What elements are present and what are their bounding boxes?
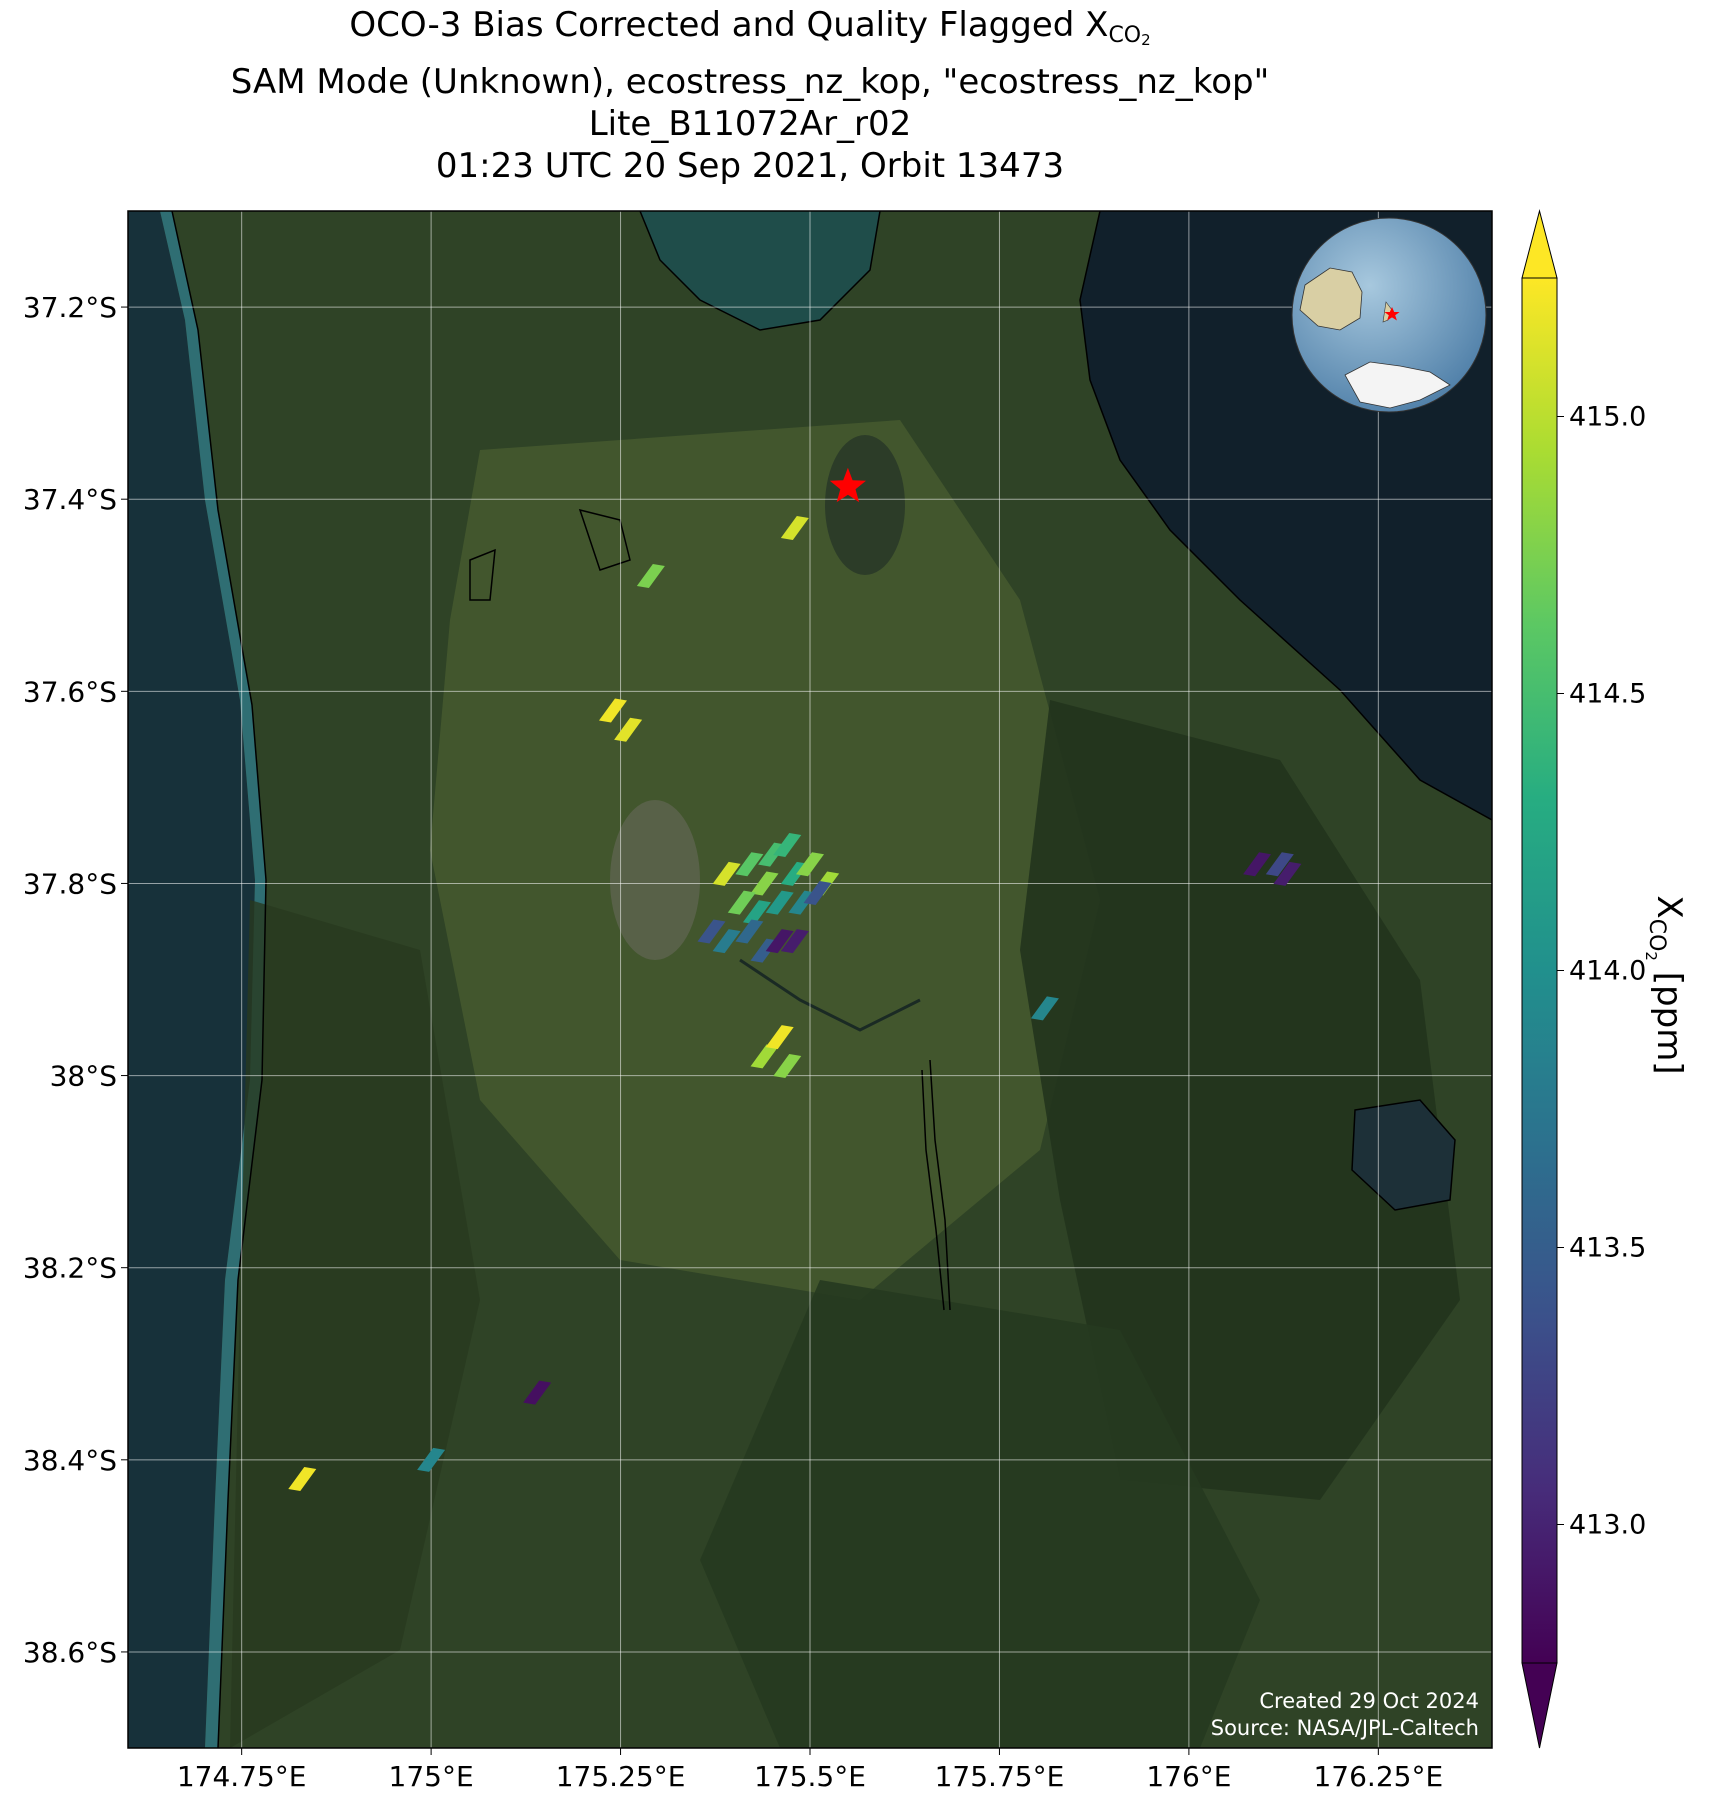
xco2-sounding [773,833,802,858]
x-tick-label: 176.25°E [1313,1760,1443,1793]
xco2-sounding [750,1044,779,1069]
xco2-sounding [765,1025,794,1050]
xco2-sounding [712,861,741,886]
xco2-sounding [1243,852,1272,877]
colorbar-ticks: 413.0 413.5 414.0 414.5 415.0 [1557,402,1646,1541]
xco2-sounding [735,919,764,944]
colorbar-tick-label: 413.5 [1569,1233,1646,1264]
title-line-1: OCO-3 Bias Corrected and Quality Flagged… [349,5,1151,49]
y-tick-label: 37.6°S [23,675,117,708]
y-tick-label: 38.6°S [23,1636,117,1669]
xco2-sounding [742,900,771,925]
xco2-sounding [765,929,794,954]
xco2-sounding [636,564,665,589]
title-line-3: Lite_B11072Ar_r02 [588,104,912,144]
y-tick-label: 38°S [50,1060,117,1093]
xco2-sounding [803,881,832,906]
xco2-sounding [614,717,643,742]
xco2-sounding [735,852,764,877]
xco2-sounding [727,890,756,915]
x-tick-label: 175.5°E [754,1760,866,1793]
xco2-sounding [1273,861,1302,886]
xco2-sounding [697,919,726,944]
colorbar: 413.0 413.5 414.0 414.5 415.0 XCO2 [ppm] [1521,209,1689,1749]
colorbar-extend-bottom [1521,1662,1558,1749]
colorbar-tick-label: 414.5 [1569,679,1646,710]
x-tick-label: 175°E [389,1760,474,1793]
colorbar-gradient [1522,278,1557,1663]
y-tick-label: 37.2°S [23,291,117,324]
target-star-icon [829,467,866,503]
xco2-sounding [780,929,809,954]
y-tick-label: 37.4°S [23,483,117,516]
colorbar-tick-label: 415.0 [1569,402,1646,433]
antarctica-shape [1344,361,1451,409]
y-tick-label: 38.2°S [23,1252,117,1285]
xco2-sounding [417,1447,446,1472]
plot-title: OCO-3 Bias Corrected and Quality Flagged… [0,4,1500,187]
x-axis-ticks: 174.75°E 175°E 175.25°E 175.5°E 175.75°E 176°… [177,1748,1443,1793]
title-subscript: CO2 [1108,23,1151,49]
y-axis-ticks: 37.2°S 37.4°S 37.6°S 37.8°S 38°S 38.2°S 38.4°S… [23,291,128,1669]
xco2-soundings [288,516,1302,1492]
x-tick-label: 176°E [1146,1760,1231,1793]
created-credit: Created 29 Oct 2024 [1259,1689,1479,1713]
colorbar-label: XCO2 [ppm] [1642,895,1689,1074]
xco2-sounding [765,890,794,915]
xco2-sounding [796,852,824,877]
xco2-sounding [1265,852,1294,877]
australia-shape [1299,267,1363,331]
xco2-sounding [780,516,809,541]
colorbar-tick-label: 413.0 [1569,1510,1646,1541]
title-line-2: SAM Mode (Unknown), ecostress_nz_kop, "e… [230,62,1270,102]
xco2-sounding [288,1467,317,1492]
colorbar-extend-top [1521,209,1558,279]
colorbar-tick-label: 414.0 [1569,956,1646,987]
x-tick-label: 175.75°E [935,1760,1065,1793]
y-tick-label: 38.4°S [23,1444,117,1477]
xco2-sounding [1030,996,1059,1021]
x-tick-label: 175.25°E [556,1760,686,1793]
xco2-sounding [712,929,741,954]
title-line-4: 01:23 UTC 20 Sep 2021, Orbit 13473 [435,146,1065,186]
globe-star-icon [1384,307,1400,321]
x-tick-label: 174.75°E [177,1760,307,1793]
xco2-sounding [598,698,627,723]
xco2-sounding [773,1053,802,1078]
y-tick-label: 37.8°S [23,867,117,900]
source-credit: Source: NASA/JPL-Caltech [1211,1716,1479,1740]
gridlines [128,211,1492,1748]
target-star [829,467,866,503]
xco2-sounding [523,1380,552,1405]
xco2-sounding [750,871,779,896]
globe-inset [1291,217,1487,413]
